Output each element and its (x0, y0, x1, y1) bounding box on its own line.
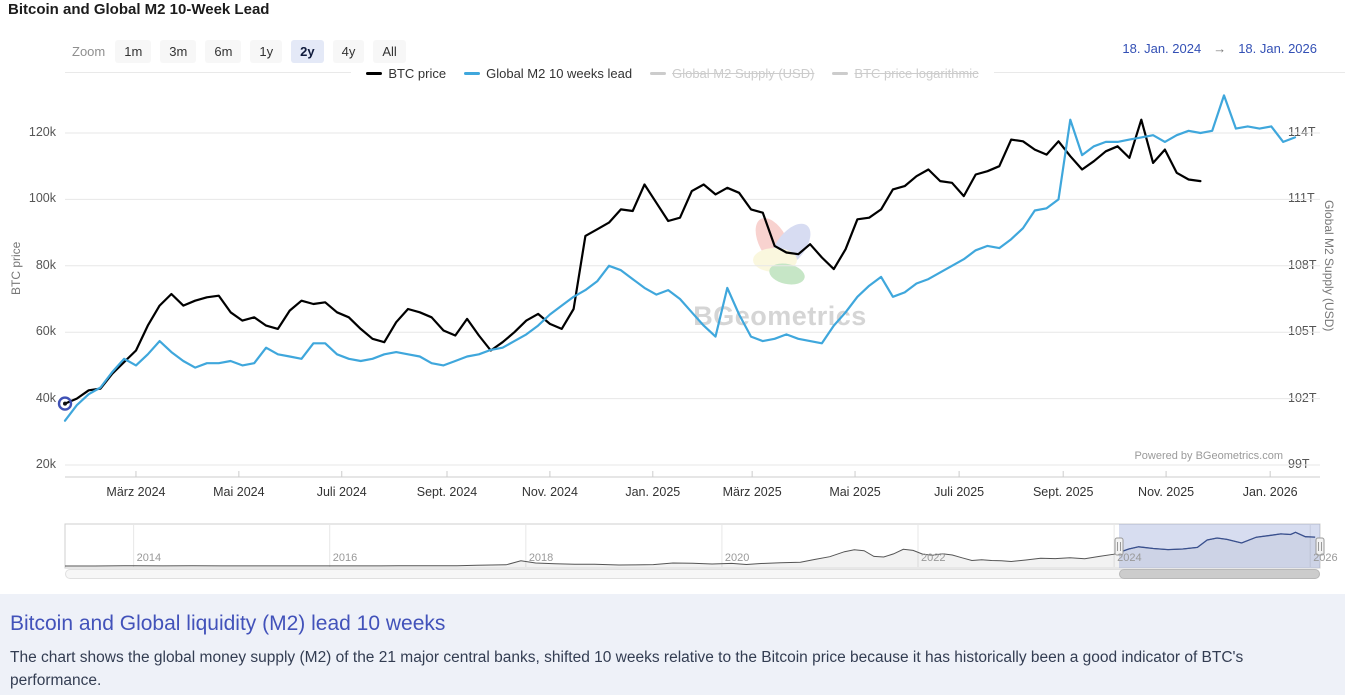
legend-item-1[interactable]: Global M2 10 weeks lead (464, 66, 632, 81)
y-left-tick-label: 40k (35, 390, 56, 405)
zoom-button-3m[interactable]: 3m (160, 39, 197, 63)
x-tick-label: Nov. 2025 (1138, 485, 1195, 499)
zoom-label: Zoom (72, 43, 106, 59)
x-tick-label: Jan. 2025 (625, 485, 681, 499)
legend-item-2[interactable]: Global M2 Supply (USD) (650, 66, 814, 81)
y-left-tick-label: 120k (28, 125, 56, 139)
scrollbar-thumb[interactable] (1119, 569, 1320, 579)
x-tick-label: Juli 2025 (934, 485, 985, 499)
description-body: The chart shows the global money supply … (10, 649, 1244, 690)
zoom-button-1m[interactable]: 1m (115, 39, 152, 63)
legend-line-marker (464, 72, 481, 75)
description-heading: Bitcoin and Global liquidity (M2) lead 1… (10, 612, 446, 635)
navigator-year-label: 2022 (921, 552, 946, 564)
y-left-tick-label: 60k (35, 324, 56, 339)
navigator-handle-left[interactable] (1114, 537, 1124, 556)
y-left-tick-label: 80k (35, 257, 56, 272)
main-chart-plot-area[interactable] (0, 0, 1345, 512)
navigator-year-label: 2016 (332, 552, 358, 564)
y-right-tick-label: 99T (1288, 457, 1310, 471)
y-left-tick-label: 20k (35, 457, 56, 471)
range-arrow-icon: → (1213, 41, 1227, 56)
page-title: Bitcoin and Global M2 10-Week Lead (8, 1, 270, 18)
navigator-year-label: 2020 (724, 552, 750, 564)
chart-legend: BTC price Global M2 10 weeks lead Global M… (0, 66, 1345, 81)
legend-label: BTC price logarithmic (854, 66, 979, 81)
navigator-year-label: 2014 (136, 552, 162, 564)
x-tick-label: März 2024 (106, 485, 166, 499)
navigator-year-label: 2026 (1313, 552, 1338, 564)
zoom-button-6m[interactable]: 6m (205, 39, 242, 63)
x-tick-label: Nov. 2024 (521, 485, 578, 499)
navigator-handle-right[interactable] (1315, 537, 1325, 556)
legend-item-0[interactable]: BTC price (366, 66, 446, 81)
legend-label: Global M2 10 weeks lead (486, 66, 633, 81)
zoom-button-2y[interactable]: 2y (291, 39, 324, 63)
powered-by-credit: Powered by BGeometrics.com (1134, 450, 1283, 462)
y-right-tick-label: 114T (1288, 125, 1316, 139)
x-tick-label: März 2025 (722, 485, 782, 499)
date-range-selector: 18. Jan. 2024 → 18. Jan. 2026 (1122, 41, 1317, 56)
y-right-tick-label: 111T (1288, 191, 1315, 206)
legend-line-marker (366, 72, 383, 75)
navigator-year-label: 2024 (1117, 552, 1142, 564)
legend-item-3[interactable]: BTC price logarithmic (832, 66, 979, 81)
navigator[interactable] (0, 522, 1345, 572)
zoom-buttons: 1m 3m 6m 1y 2y 4y All (115, 39, 415, 63)
x-tick-label: Sept. 2025 (1032, 485, 1094, 499)
navigator-year-label: 2018 (528, 552, 554, 564)
legend-label: Global M2 Supply (USD) (672, 66, 815, 81)
zoom-button-all[interactable]: All (373, 39, 406, 63)
x-tick-label: Sept. 2024 (416, 485, 478, 499)
range-to-input[interactable]: 18. Jan. 2026 (1238, 41, 1317, 56)
zoom-button-1y[interactable]: 1y (250, 39, 283, 63)
y-right-tick-label: 105T (1288, 324, 1317, 339)
x-tick-label: Mai 2025 (829, 485, 881, 499)
legend-label: BTC price (388, 66, 447, 81)
legend-items: BTC price Global M2 10 weeks lead Global M… (351, 66, 994, 81)
zoom-toolbar: Zoom 1m 3m 6m 1y 2y 4y All (72, 39, 415, 63)
description-section: Bitcoin and Global liquidity (M2) lead 1… (0, 594, 1345, 695)
legend-line-marker (650, 72, 667, 75)
x-tick-label: Juli 2024 (316, 485, 367, 499)
legend-line-marker (832, 72, 849, 75)
range-from-input[interactable]: 18. Jan. 2024 (1122, 41, 1202, 56)
y-right-tick-label: 102T (1288, 390, 1317, 405)
y-right-tick-label: 108T (1288, 257, 1317, 272)
zoom-button-4y[interactable]: 4y (332, 39, 365, 63)
x-tick-label: Mai 2024 (213, 485, 265, 499)
y-left-tick-label: 100k (28, 191, 56, 206)
x-tick-label: Jan. 2026 (1242, 485, 1298, 499)
